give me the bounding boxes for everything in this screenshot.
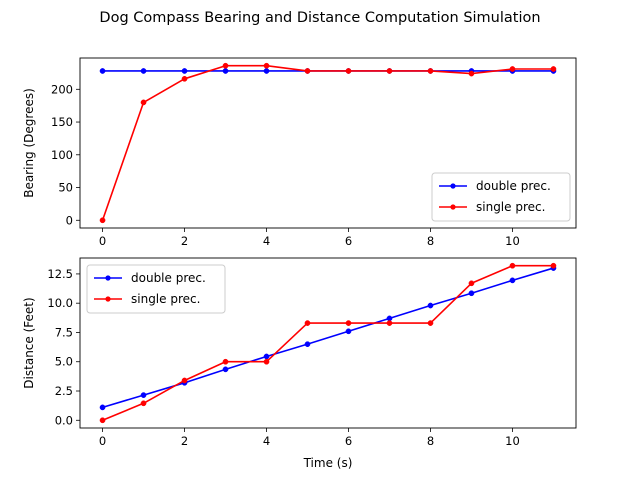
data-point (304, 68, 311, 74)
data-point (345, 68, 352, 74)
series-line (101, 64, 554, 221)
x-tick-label: 8 (427, 434, 434, 448)
y-tick-label: 50 (58, 181, 73, 195)
legend-label: double prec. (476, 179, 551, 193)
data-point (263, 62, 270, 69)
data-point (427, 302, 434, 309)
data-point (140, 68, 147, 74)
legend: double prec. single prec. (431, 172, 571, 222)
data-point (222, 68, 229, 74)
data-point (427, 320, 434, 326)
data-point (181, 68, 188, 74)
data-point (386, 320, 393, 326)
data-point (509, 66, 516, 72)
axes-frame (79, 57, 577, 229)
data-point (550, 262, 557, 269)
data-point (181, 377, 188, 384)
legend-label: single prec. (476, 200, 545, 214)
y-tick-label: 200 (51, 82, 73, 96)
x-tick-label: 2 (181, 234, 188, 248)
x-tick-label: 6 (345, 234, 352, 248)
data-point (99, 417, 106, 424)
data-point (181, 75, 188, 82)
y-axis-label: Distance (Feet) (22, 297, 36, 388)
x-axis-label: Time (s) (303, 456, 353, 470)
x-tick-label: 8 (427, 234, 434, 248)
legend-swatch-marker (450, 183, 456, 189)
data-point (345, 328, 352, 335)
data-point (222, 62, 229, 69)
legend-label: double prec. (131, 271, 206, 285)
data-point (386, 68, 393, 74)
data-point (427, 68, 434, 74)
y-tick-label: 10.0 (47, 296, 73, 310)
axes-frame (79, 257, 577, 429)
x-tick-label: 4 (263, 434, 270, 448)
y-tick-label: 100 (51, 148, 73, 162)
data-point (550, 66, 557, 72)
x-tick-label: 10 (505, 434, 520, 448)
data-point (222, 358, 229, 365)
data-point (99, 217, 106, 224)
data-point (222, 366, 229, 373)
legend-swatch-marker (450, 204, 456, 210)
data-point (263, 68, 270, 74)
data-point (509, 277, 516, 284)
distance-subplot: 0 2 4 6 8 10 0.0 2.5 5.0 7.5 10.0 12.5 Distance (Fee… (22, 257, 577, 470)
series-line (102, 264, 554, 422)
data-point (345, 320, 352, 326)
data-point (99, 404, 106, 411)
data-point (468, 290, 475, 297)
legend-swatch-marker (105, 275, 111, 281)
legend: double prec. single prec. (86, 264, 226, 314)
y-tick-label: 0.0 (55, 413, 73, 427)
data-point (263, 353, 270, 360)
x-tick-label: 6 (345, 434, 352, 448)
figure-title: Dog Compass Bearing and Distance Computa… (99, 10, 540, 26)
y-axis-label: Bearing (Degrees) (22, 88, 36, 198)
x-tick-label: 0 (99, 234, 106, 248)
y-tick-label: 0 (66, 213, 73, 227)
x-tick-label: 4 (263, 234, 270, 248)
data-point (468, 280, 475, 287)
x-tick-label: 10 (505, 234, 520, 248)
data-point (468, 70, 475, 77)
data-point (140, 99, 147, 106)
y-tick-label: 2.5 (55, 384, 73, 398)
data-point (386, 315, 393, 322)
data-point (140, 392, 147, 398)
legend-box (431, 172, 571, 222)
legend-box (86, 264, 226, 314)
data-point (99, 68, 106, 74)
y-tick-label: 5.0 (55, 355, 73, 369)
data-point (509, 262, 516, 269)
y-tick-label: 12.5 (47, 267, 73, 281)
y-tick-label: 150 (51, 115, 73, 129)
data-point (263, 358, 270, 365)
legend-swatch-marker (105, 296, 111, 302)
data-point (304, 341, 311, 348)
x-tick-label: 0 (99, 434, 106, 448)
legend-label: single prec. (131, 292, 200, 306)
x-tick-label: 2 (181, 434, 188, 448)
data-point (140, 400, 147, 407)
y-tick-label: 7.5 (55, 325, 73, 339)
data-point (304, 320, 311, 326)
